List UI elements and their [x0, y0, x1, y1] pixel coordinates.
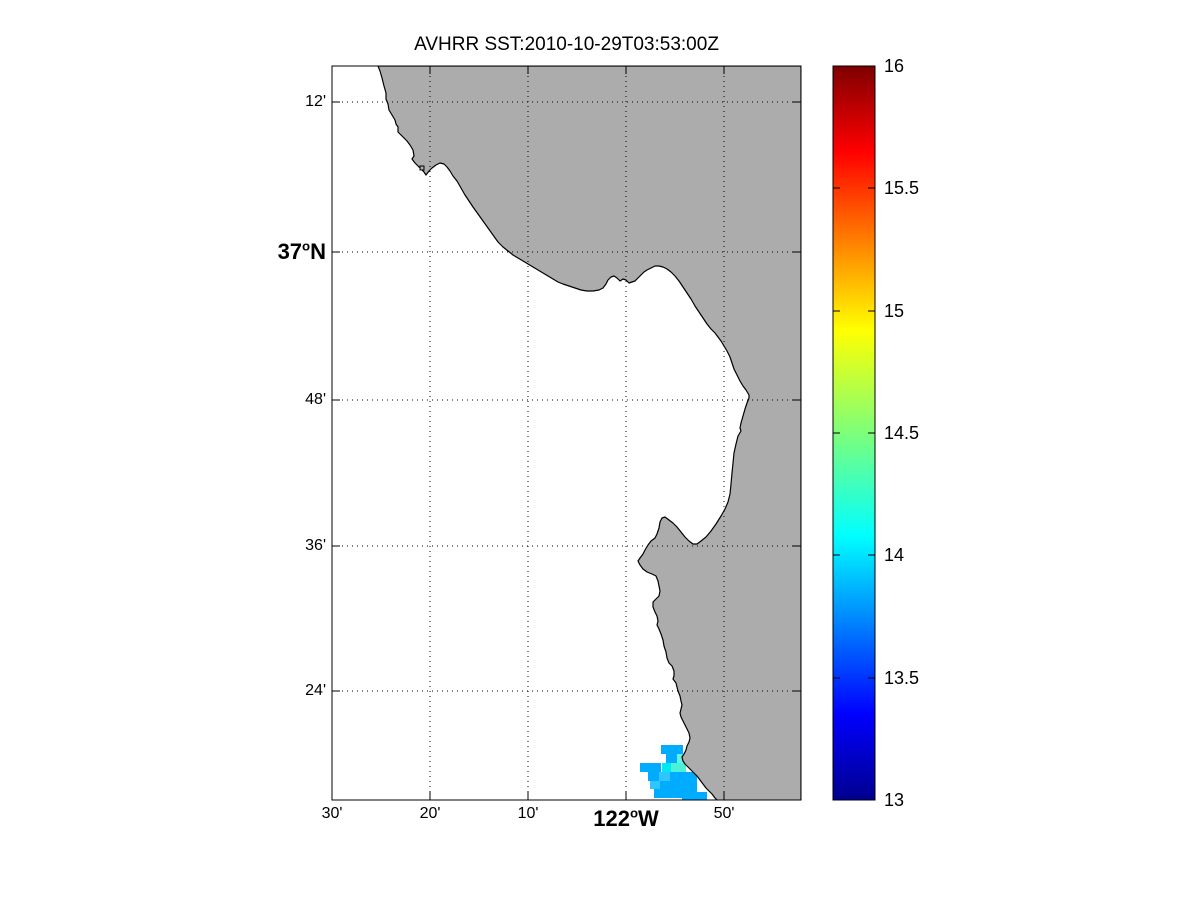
cb-tick-14: 14: [884, 545, 905, 565]
sst-cell: [648, 772, 659, 781]
sst-cell: [654, 789, 670, 798]
y-tick-24min: 24': [305, 682, 326, 699]
sst-data-cells: [640, 745, 707, 800]
offshore-rock: [419, 165, 425, 171]
y-tick-37N: 37oN: [277, 238, 326, 264]
x-tick-20min: 20': [419, 805, 441, 822]
cb-tick-14p5: 14.5: [884, 423, 920, 443]
colorbar-ticks: [833, 187, 875, 679]
y-tick-48min: 48': [305, 391, 326, 408]
sst-cell: [640, 763, 661, 772]
x-tick-122W: 122oW: [593, 805, 659, 831]
cb-tick-15p5: 15.5: [884, 178, 920, 198]
cb-tick-16: 16: [884, 56, 905, 76]
x-tick-10min: 10': [517, 805, 539, 822]
plot-title: AVHRR SST:2010-10-29T03:53:00Z: [414, 34, 719, 55]
sst-cell: [666, 754, 678, 763]
sst-cell: [661, 745, 683, 754]
land-mass: [377, 66, 801, 800]
sst-cell: [671, 763, 686, 772]
y-tick-36min: 36': [305, 537, 326, 554]
plot-frame: [331, 65, 802, 801]
sst-cell: [650, 781, 660, 789]
cb-tick-13p5: 13.5: [884, 668, 920, 688]
sst-cell: [662, 763, 671, 772]
axis-ticks: [332, 66, 801, 800]
x-tick-30min: 30': [321, 805, 343, 822]
sst-cell: [682, 792, 707, 800]
cb-tick-13: 13: [884, 790, 905, 810]
sst-cell: [660, 781, 670, 789]
x-tick-50min: 50': [713, 805, 735, 822]
cb-tick-15: 15: [884, 301, 905, 321]
sst-cell: [659, 772, 670, 781]
gridlines: [332, 66, 801, 800]
sst-cell: [677, 754, 686, 763]
y-tick-12min: 12': [305, 93, 326, 110]
